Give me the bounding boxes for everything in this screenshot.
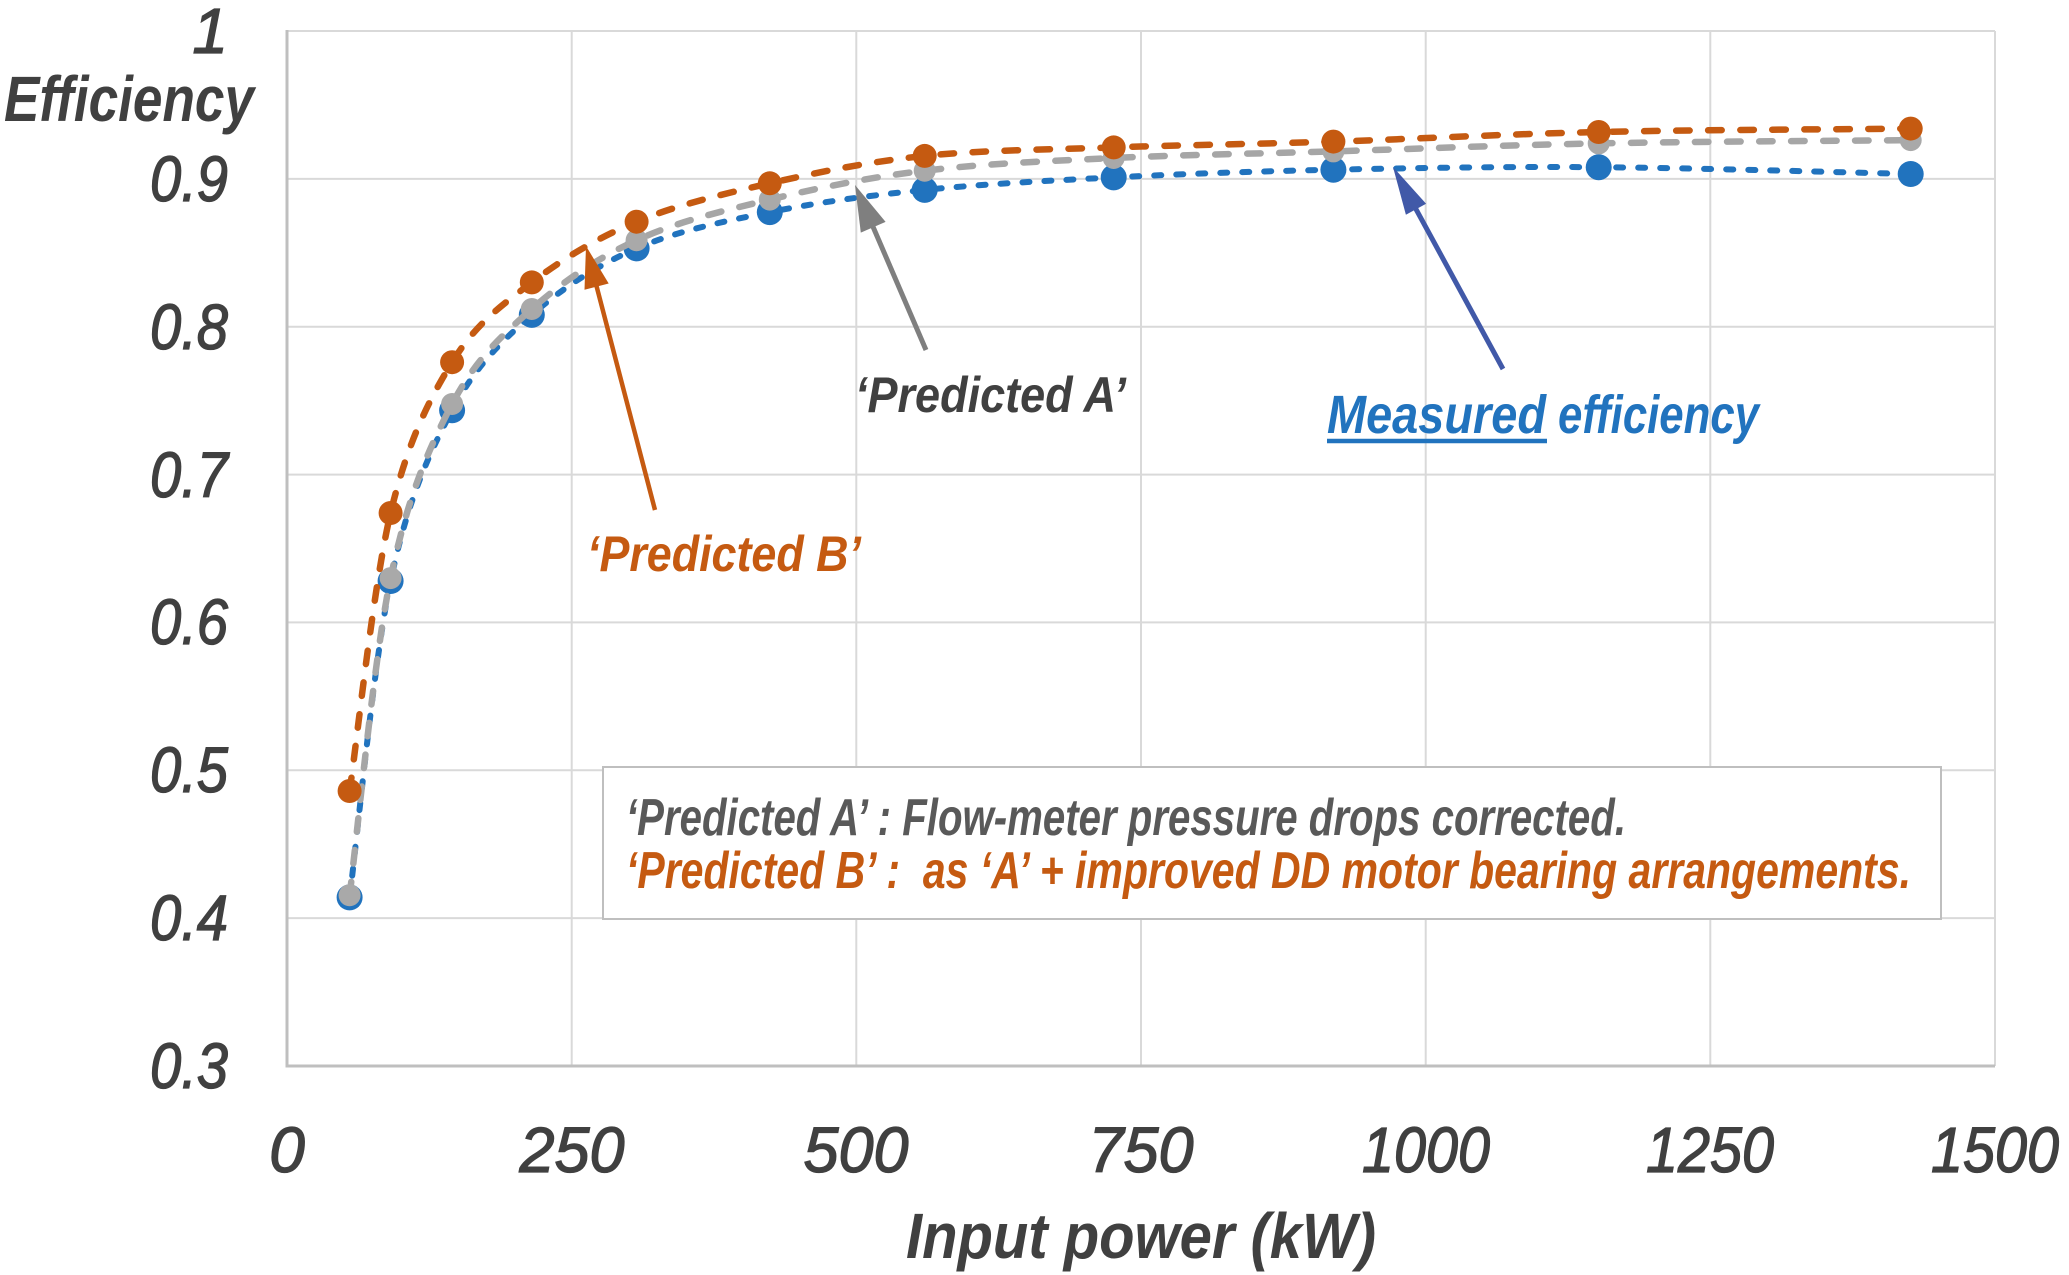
svg-text:0.3: 0.3 (150, 1030, 228, 1102)
svg-text:‘Predicted B’: ‘Predicted B’ (587, 526, 862, 582)
svg-text:1250: 1250 (1646, 1114, 1774, 1186)
svg-text:0.5: 0.5 (150, 734, 228, 806)
svg-text:0.4: 0.4 (150, 882, 228, 954)
svg-text:Input power (kW): Input power (kW) (906, 1200, 1376, 1272)
svg-text:0.8: 0.8 (150, 291, 228, 363)
svg-text:0.6: 0.6 (150, 586, 228, 658)
svg-text:‘Predicted A’: ‘Predicted A’ (855, 367, 1127, 423)
svg-text:‘Predicted A’ : Flow-meter pre: ‘Predicted A’ : Flow-meter pressure drop… (626, 789, 1626, 847)
svg-text:0.7: 0.7 (150, 439, 230, 511)
svg-text:0: 0 (269, 1114, 305, 1186)
svg-text:Efficiency: Efficiency (4, 63, 257, 135)
svg-text:0.9: 0.9 (150, 143, 228, 215)
svg-text:750: 750 (1089, 1114, 1194, 1186)
svg-text:1: 1 (192, 0, 228, 67)
svg-text:250: 250 (519, 1114, 625, 1186)
svg-text:1500: 1500 (1931, 1114, 2059, 1186)
svg-text:‘Predicted B’ : as ‘A’ + impr: ‘Predicted B’ : as ‘A’ + improved DD mot… (626, 842, 1911, 900)
svg-text:500: 500 (804, 1114, 909, 1186)
svg-text:efficiency: efficiency (1558, 385, 1761, 445)
svg-text:1000: 1000 (1362, 1114, 1490, 1186)
svg-text:Measured: Measured (1327, 385, 1547, 445)
